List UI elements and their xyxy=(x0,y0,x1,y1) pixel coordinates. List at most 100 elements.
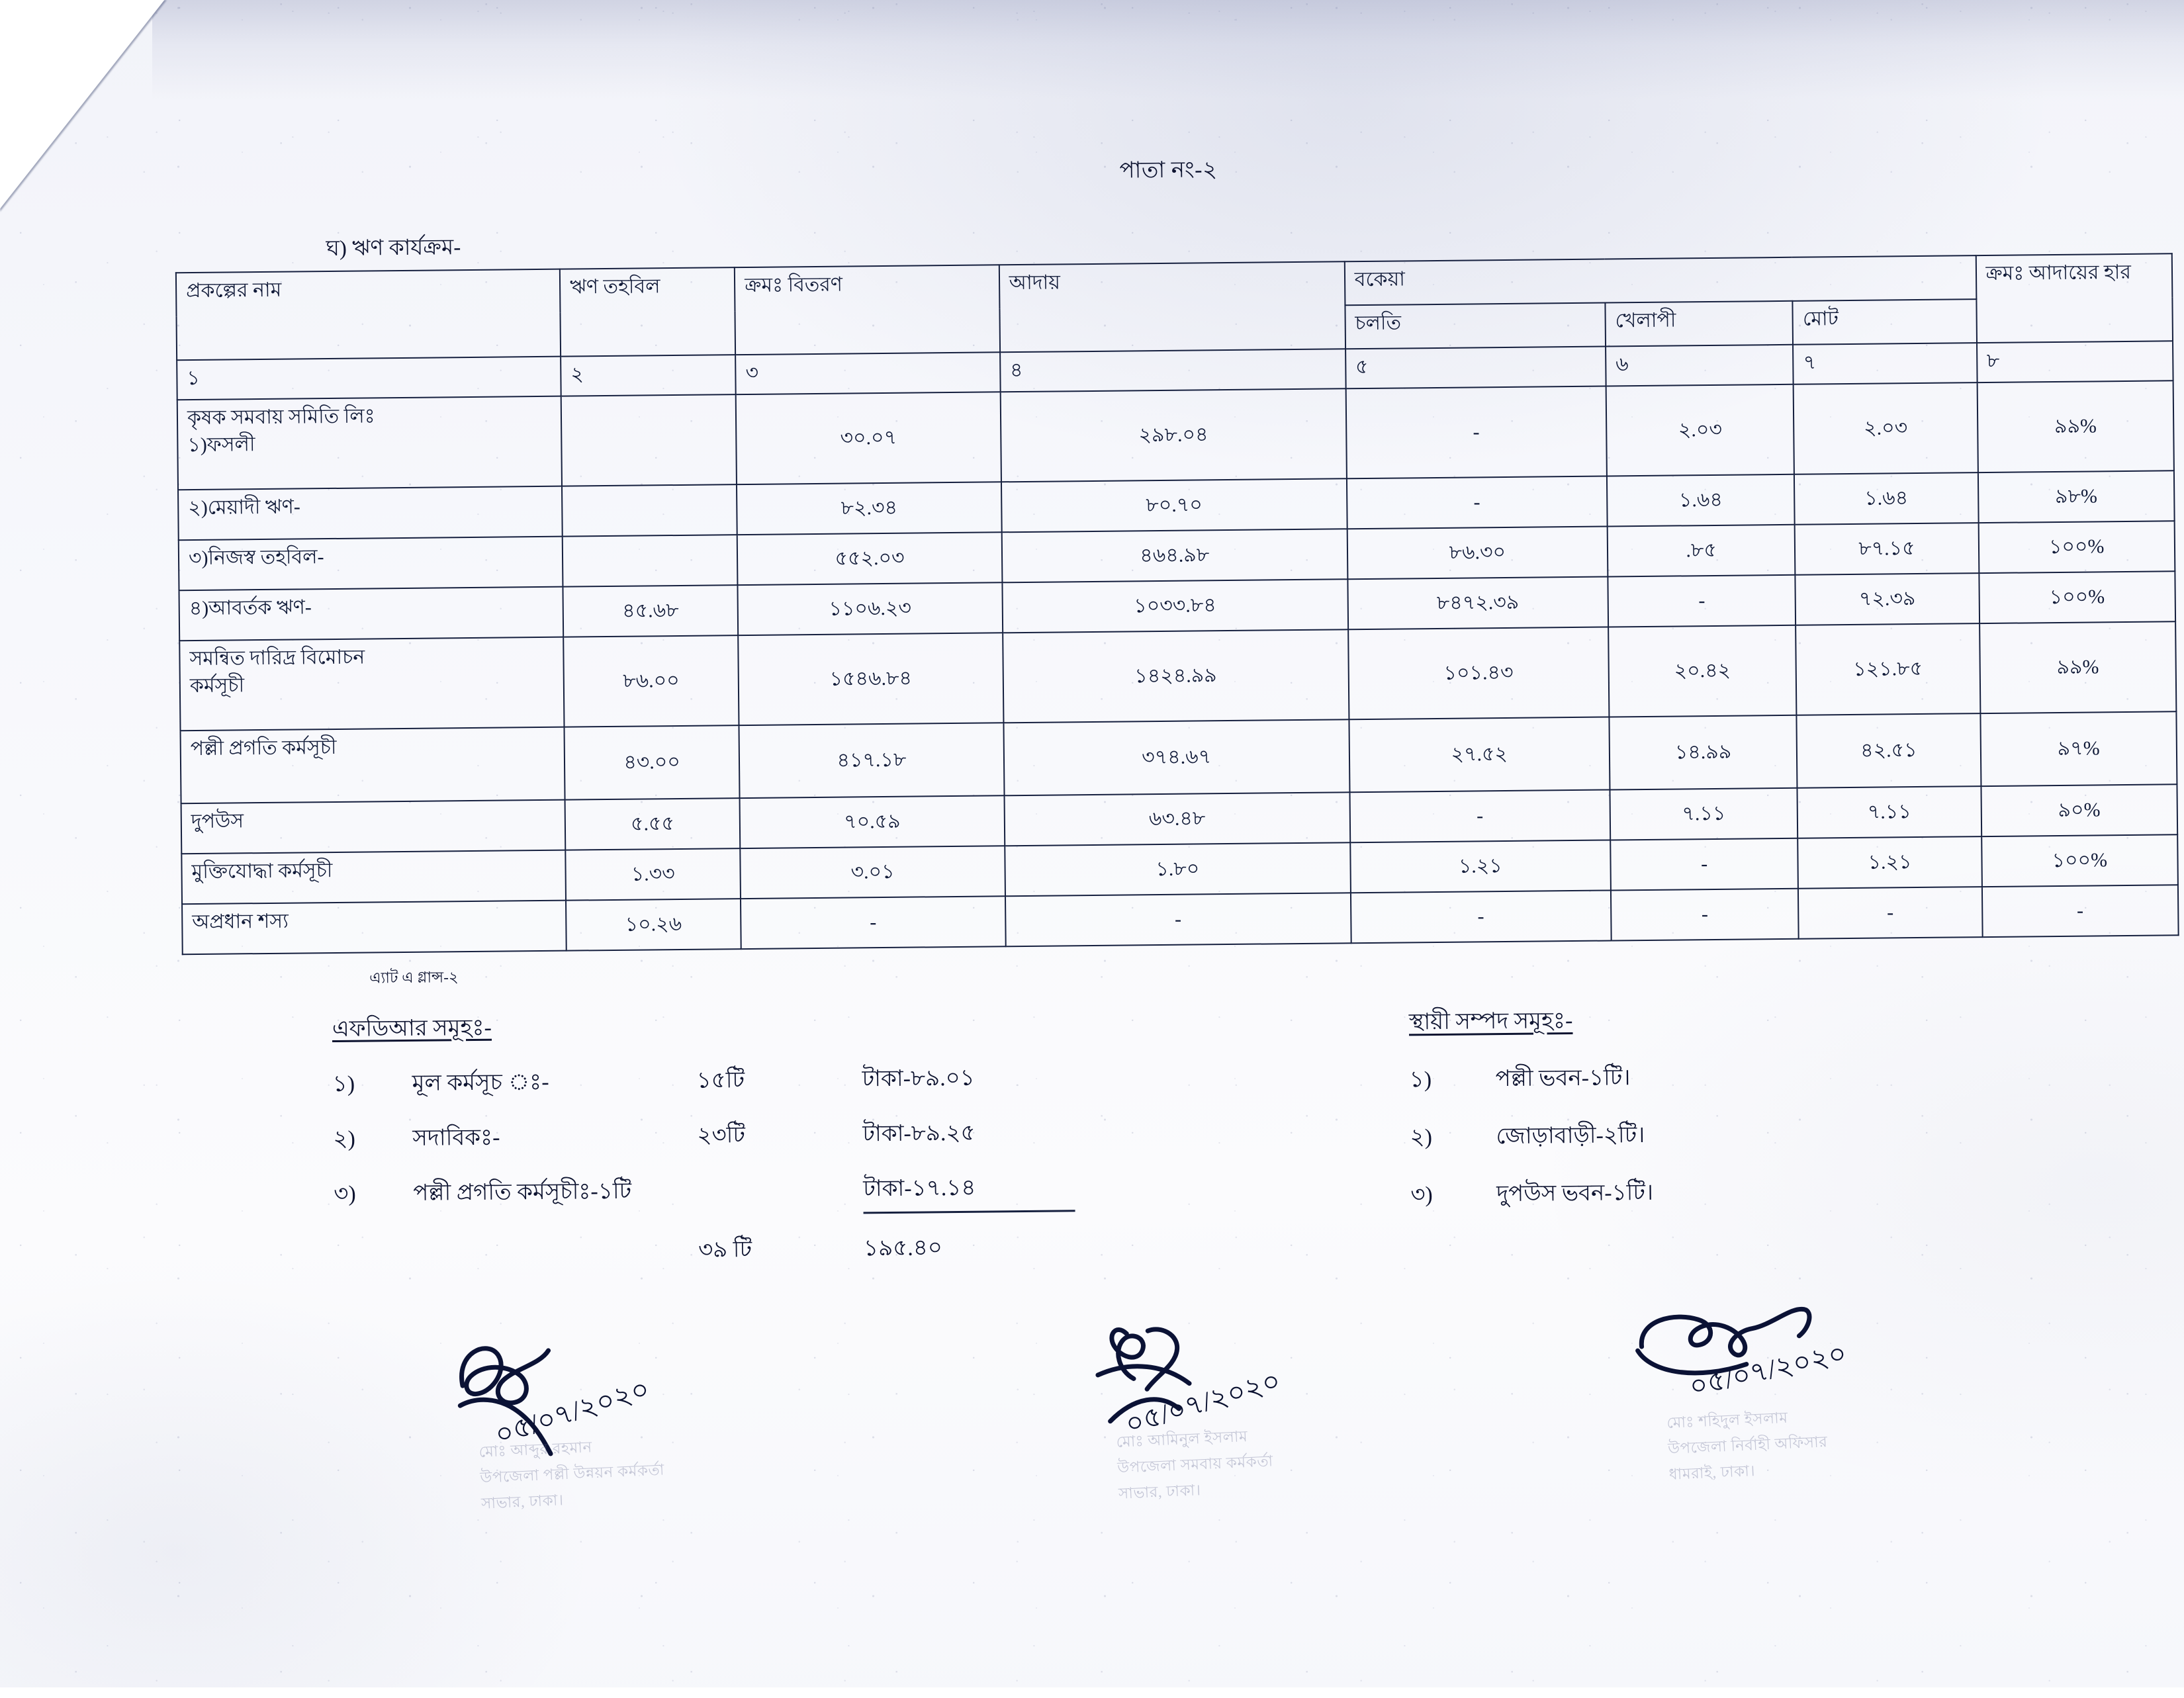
cell-recovery: ১০৩৩.৮৪ xyxy=(1002,579,1348,633)
cell-outstanding-current: - xyxy=(1346,476,1608,529)
fdr-item: ২) সদাবিকঃ- ২৩টি টাকা-৮৯.২৫ xyxy=(333,1114,1074,1159)
cell-recovery: ৩৭৪.৬৭ xyxy=(1003,719,1350,796)
fdr-item-count xyxy=(698,1196,863,1197)
col-index-2: ২ xyxy=(561,355,736,396)
fdr-item-serial: ২) xyxy=(333,1126,356,1152)
fdr-item-amount: টাকা-৮৯.২৫ xyxy=(862,1120,976,1147)
cell-disbursement: - xyxy=(741,896,1006,950)
cell-loan-fund: ৪৫.৬৮ xyxy=(563,585,739,637)
cell-outstanding-overdue: .৮৫ xyxy=(1607,524,1796,577)
cell-project-name: ৩)নিজস্ব তহবিল- xyxy=(178,536,563,591)
cell-outstanding-overdue: - xyxy=(1610,838,1799,891)
cell-project-name: সমন্বিত দারিদ্র বিমোচন কর্মসূচী xyxy=(179,637,565,731)
cell-outstanding-total: - xyxy=(1798,887,1983,939)
col-index-6: ৬ xyxy=(1605,344,1794,386)
cell-outstanding-total: ৮৭.১৫ xyxy=(1795,523,1979,575)
cell-recovery-rate: ৯৮% xyxy=(1978,470,2175,523)
fixed-assets-list: ১) পল্লী ভবন-১টি। ২) জোড়াবাড়ী-২টি। ৩) দুপউস… xyxy=(1409,1060,1653,1216)
fdr-item-serial: ১) xyxy=(332,1071,355,1097)
fdr-section: এফডিআর সমূহঃ- ১) মূল কর্মসূচ ঃ- ১৫টি টাকা-৮… xyxy=(332,1005,1076,1274)
header-cumulative-disbursement: ক্রমঃ বিতরণ xyxy=(735,265,1000,355)
at-a-glance-note: এ্যাট এ গ্লান্স-২ xyxy=(369,969,459,987)
cell-outstanding-overdue: ৭.১১ xyxy=(1610,787,1798,840)
cell-loan-fund: ১০.২৬ xyxy=(566,899,741,951)
header-cumulative-recovery-rate: ক্রমঃ আদায়ের হার xyxy=(1976,253,2173,343)
fdr-total-count: ৩৯ টি xyxy=(698,1237,752,1263)
cell-outstanding-overdue: ১৪.৯৯ xyxy=(1609,715,1797,790)
cell-project-name: মুক্তিযোদ্ধা কর্মসূচী xyxy=(181,850,567,905)
fdr-total-row: ৩৯ টি ১৯৫.৪০ xyxy=(334,1229,1075,1274)
cell-project-name: পল্লী প্রগতি কর্মসূচী xyxy=(180,727,565,804)
loan-program-table-container: প্রকল্পের নাম ঋণ তহবিল ক্রমঃ বিতরণ আদায়… xyxy=(175,253,2179,955)
cell-disbursement: ১১০৬.২৩ xyxy=(737,582,1003,636)
handwritten-signature-2 xyxy=(1095,1327,1192,1424)
header-outstanding-total: মোট xyxy=(1792,299,1977,345)
cell-loan-fund xyxy=(562,535,738,587)
cell-recovery: ১৪২৪.৯৯ xyxy=(1002,629,1349,723)
signature-block-1: ০৫/০৭/২০২০ মোঃ আব্দুর রহমান উপজেলা পল্লী… xyxy=(429,1310,775,1512)
cell-outstanding-total: ৭২.৩৯ xyxy=(1795,573,1979,625)
cell-recovery: ৬৩.৪৮ xyxy=(1004,792,1350,846)
fdr-item-count: ১৫টি xyxy=(696,1068,745,1093)
fixed-asset-text: জোড়াবাড়ী-২টি। xyxy=(1496,1123,1645,1149)
page-number: পাতা নং-২ xyxy=(1119,157,1218,183)
cell-loan-fund: ১.৩৩ xyxy=(565,848,741,901)
cell-loan-fund xyxy=(562,484,737,537)
header-outstanding-overdue: খেলাপী xyxy=(1605,300,1794,347)
cell-loan-fund: ৫.৫৫ xyxy=(565,798,741,850)
fdr-item-label: মূল কর্মসূচ ঃ- xyxy=(412,1069,549,1096)
fdr-item: ১) মূল কর্মসূচ ঃ- ১৫টি টাকা-৮৯.০১ xyxy=(332,1059,1073,1104)
header-recovery: আদায় xyxy=(999,261,1345,353)
header-outstanding-current: চলতি xyxy=(1345,302,1606,349)
cell-recovery: ১.৮০ xyxy=(1004,842,1351,897)
cell-recovery-rate: ১০০% xyxy=(1978,571,2176,624)
cell-recovery: ২৯৮.০৪ xyxy=(1000,388,1347,482)
fixed-asset-item: ১) পল্লী ভবন-১টি। xyxy=(1409,1060,1652,1100)
cell-outstanding-current: ৮৬.৩০ xyxy=(1347,526,1608,580)
cell-disbursement: ৪১৭.১৮ xyxy=(739,723,1005,799)
cell-disbursement: ৫৫২.০৩ xyxy=(737,532,1003,586)
cell-loan-fund: ৮৬.০০ xyxy=(563,635,739,727)
signature-block-3: ০৫/০৭/২০২০ মোঃ শহিদুল ইসলাম উপজেলা নির্ব… xyxy=(1614,1285,1960,1487)
cell-outstanding-overdue: ২.০৩ xyxy=(1606,384,1795,476)
handwritten-signature-3 xyxy=(1635,1306,1812,1376)
fdr-total-amount: ১৯৫.৪০ xyxy=(863,1235,943,1261)
col-index-8: ৮ xyxy=(1976,341,2173,383)
cell-outstanding-total: ১.৬৪ xyxy=(1794,472,1979,525)
cell-outstanding-overdue: ২০.৪২ xyxy=(1608,625,1797,717)
cell-recovery: ৪৬৪.৯৮ xyxy=(1001,529,1348,583)
cell-outstanding-overdue: ১.৬৪ xyxy=(1606,474,1796,527)
signature-stamp-3: মোঃ শহিদুল ইসলাম উপজেলা নির্বাহী অফিসার … xyxy=(1666,1409,1828,1484)
col-index-7: ৭ xyxy=(1793,343,1978,384)
fdr-item-amount: টাকা-৮৯.০১ xyxy=(862,1065,975,1092)
folded-corner xyxy=(0,0,165,210)
cell-disbursement: ৮২.৩৪ xyxy=(737,482,1002,535)
cell-disbursement: ৩০.০৭ xyxy=(735,392,1001,485)
loan-program-table: প্রকল্পের নাম ঋণ তহবিল ক্রমঃ বিতরণ আদায়… xyxy=(175,253,2179,955)
cell-outstanding-current: - xyxy=(1349,789,1611,843)
fixed-asset-serial: ২) xyxy=(1410,1125,1433,1150)
header-loan-fund: ঋণ তহবিল xyxy=(559,267,736,357)
cell-recovery: - xyxy=(1005,893,1351,947)
fdr-item-label: পল্লী প্রগতি কর্মসূচীঃ-১টি xyxy=(413,1179,632,1206)
fixed-asset-text: দুপউস ভবন-১টি। xyxy=(1496,1180,1654,1207)
cell-outstanding-overdue: - xyxy=(1608,574,1796,627)
cell-outstanding-current: ২৭.৫২ xyxy=(1349,717,1610,793)
cell-outstanding-current: ৮৪৭২.৩৯ xyxy=(1347,576,1608,630)
fdr-item-count: ২৩টি xyxy=(697,1123,746,1148)
loan-program-table-body: ১ ২ ৩ ৪ ৫ ৬ ৭ ৮ কৃষক সমবায় সমিতি লিঃ ১)… xyxy=(177,341,2179,955)
cell-loan-fund: ৪৩.০০ xyxy=(564,725,740,800)
col-index-3: ৩ xyxy=(735,352,1001,395)
handwritten-signature-1 xyxy=(457,1346,553,1456)
fixed-assets-title: স্থায়ী সম্পদ সমূহঃ- xyxy=(1408,1008,1573,1035)
cell-project-name: ২)মেয়াদী ঋণ- xyxy=(178,486,563,541)
cell-outstanding-total: ১.২১ xyxy=(1797,836,1982,889)
cell-recovery-rate: ৯০% xyxy=(1980,784,2178,837)
fixed-asset-serial: ১) xyxy=(1409,1067,1432,1093)
section-heading: ঘ) ঋণ কার্যক্রম- xyxy=(326,236,461,261)
cell-disbursement: ১৫৪৬.৮৪ xyxy=(738,633,1004,726)
cell-project-name: কৃষক সমবায় সমিতি লিঃ ১)ফসলী xyxy=(177,396,563,490)
cell-recovery-rate: ৯৯% xyxy=(1979,621,2177,714)
fixed-asset-serial: ৩) xyxy=(1410,1183,1433,1208)
